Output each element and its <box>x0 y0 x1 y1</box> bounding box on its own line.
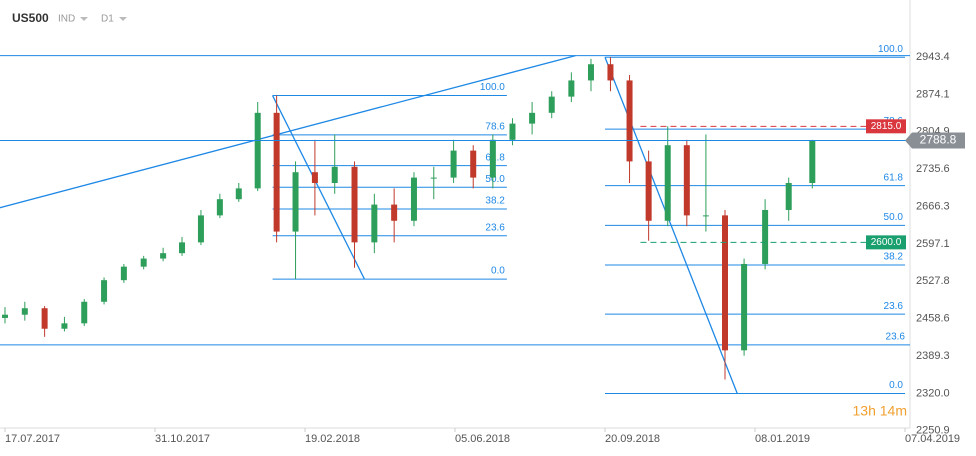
y-tick-label: 2666.3 <box>916 200 950 212</box>
level-label: 23.6 <box>886 332 906 343</box>
candle-body <box>391 204 398 221</box>
timer: 13h 14m <box>853 403 907 419</box>
candle-body <box>489 139 496 178</box>
candle-body <box>235 188 242 200</box>
candle-body <box>160 253 167 259</box>
last-price-tag <box>905 132 965 149</box>
y-tick-label: 2874.1 <box>916 88 950 100</box>
candle-body <box>762 209 769 264</box>
candle-body <box>702 215 709 217</box>
fib-level-label: 78.6 <box>485 121 505 132</box>
candle-body <box>683 145 690 216</box>
y-tick-label: 2458.6 <box>916 313 950 325</box>
candle-body <box>351 166 358 243</box>
y-tick-label: 2389.3 <box>916 350 950 362</box>
candle-body <box>722 215 728 351</box>
candle-body <box>548 96 555 113</box>
fib-level-label: 100.0 <box>878 44 903 55</box>
candle-body <box>331 166 338 183</box>
candle-body <box>292 172 299 232</box>
x-tick-label: 17.07.2017 <box>5 433 60 445</box>
last-price-label: 2788.8 <box>920 133 957 147</box>
candle-body <box>809 140 816 183</box>
fib-level-label: 23.6 <box>485 222 505 233</box>
candle-body <box>371 204 378 243</box>
candle-body <box>509 123 516 140</box>
candle-body <box>410 177 417 221</box>
fib-level-label: 0.0 <box>889 380 903 391</box>
candle-body <box>311 172 318 183</box>
candle-body <box>101 280 108 302</box>
candle-body <box>568 80 575 97</box>
candle-body <box>529 112 536 124</box>
candle-body <box>179 242 186 254</box>
x-tick-label: 31.10.2017 <box>155 433 210 445</box>
candle-body <box>21 308 28 315</box>
candle-body <box>120 266 127 281</box>
dropdown-icon[interactable] <box>119 17 127 21</box>
y-tick-label: 2943.4 <box>916 51 950 63</box>
y-tick-label: 2597.1 <box>916 238 950 250</box>
timeframe[interactable]: D1 <box>101 14 114 25</box>
candle-body <box>430 177 437 179</box>
alert-tag <box>866 119 906 134</box>
alert-label: 2600.0 <box>871 237 902 248</box>
alert-tag <box>866 235 906 250</box>
candle-body <box>626 80 633 162</box>
fib-level-label: 38.2 <box>884 252 904 263</box>
y-tick-label: 2320.0 <box>916 387 950 399</box>
y-tick-label: 2735.6 <box>916 163 950 175</box>
trendline <box>0 54 576 209</box>
candle-body <box>785 182 792 210</box>
alert-label: 2815.0 <box>871 121 902 132</box>
fib-level-label: 38.2 <box>485 196 505 207</box>
candle-body <box>664 145 671 221</box>
y-tick-label: 2527.8 <box>916 275 950 287</box>
fib-level-label: 23.6 <box>884 301 904 312</box>
candle-body <box>470 150 477 178</box>
x-tick-label: 05.06.2018 <box>455 433 510 445</box>
candle-body <box>197 215 204 243</box>
candle-body <box>254 112 261 189</box>
candle-body <box>140 258 147 267</box>
fib-level-label: 0.0 <box>491 266 505 277</box>
fib-level-label: 100.0 <box>480 82 505 93</box>
candle-body <box>2 314 8 318</box>
candle-body <box>607 64 614 81</box>
fib-level-label: 50.0 <box>485 174 505 185</box>
market: IND <box>58 14 75 25</box>
fib-level-label: 61.8 <box>884 172 904 183</box>
candle-body <box>81 301 88 324</box>
candle-body <box>273 112 280 232</box>
x-tick-label: 07.04.2019 <box>905 433 960 445</box>
x-tick-label: 20.09.2018 <box>605 433 660 445</box>
candle-body <box>645 161 652 221</box>
x-tick-label: 08.01.2019 <box>755 433 810 445</box>
candle-body <box>61 323 68 329</box>
candle-body <box>41 308 48 329</box>
candle-body <box>216 199 223 216</box>
candle-body <box>450 150 457 178</box>
candle-body <box>587 64 594 81</box>
y-tick-label: 2250.9 <box>916 425 950 437</box>
candle-body <box>741 263 748 351</box>
symbol[interactable]: US500 <box>12 11 49 25</box>
x-tick-label: 19.02.2018 <box>305 433 360 445</box>
dropdown-icon[interactable] <box>80 17 88 21</box>
fib-level-label: 50.0 <box>884 212 904 223</box>
